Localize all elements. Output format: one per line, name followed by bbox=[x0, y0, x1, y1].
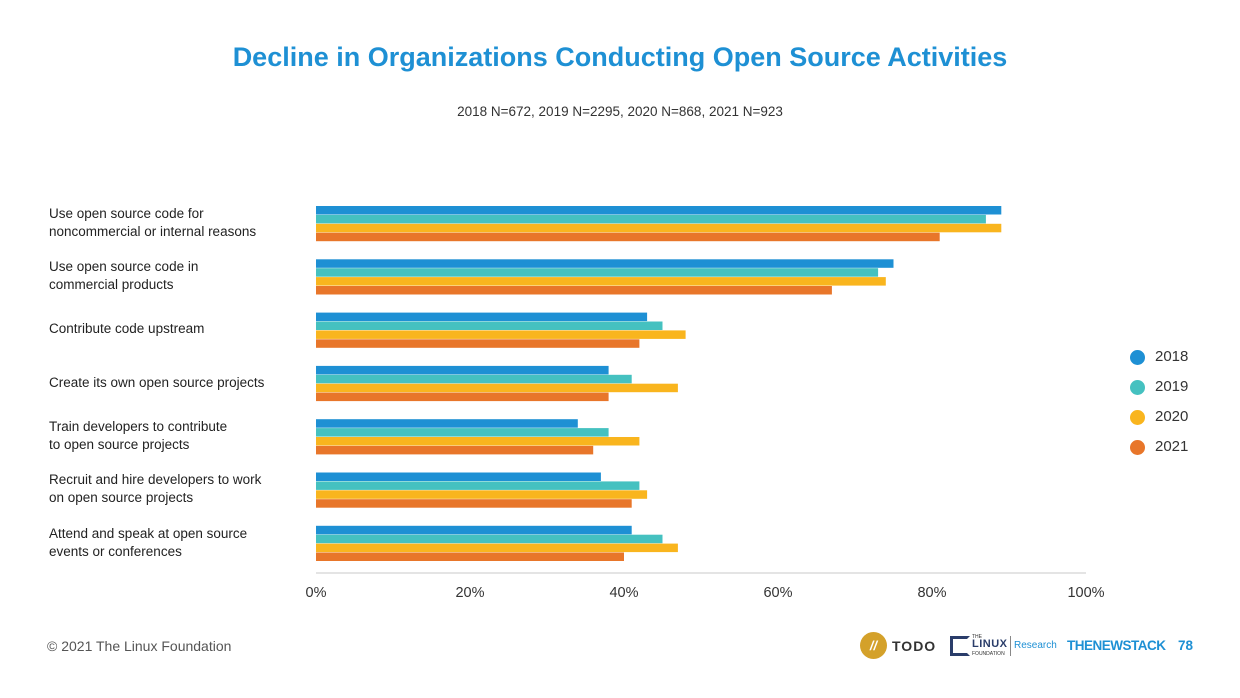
x-tick-label: 40% bbox=[609, 585, 638, 601]
bar-2020-0 bbox=[316, 223, 1002, 233]
bar-2021-4 bbox=[316, 445, 594, 455]
x-tick-label: 60% bbox=[763, 585, 792, 601]
legend-label: 2019 bbox=[1155, 378, 1189, 395]
category-label: Use open source code for noncommercial o… bbox=[49, 205, 257, 239]
bar-2019-5 bbox=[316, 481, 640, 490]
bar-2020-1 bbox=[316, 277, 886, 286]
bar-2018-4 bbox=[316, 419, 578, 428]
bar-2020-3 bbox=[316, 383, 678, 393]
bar-2021-6 bbox=[316, 552, 624, 561]
linux-foundation-logo-foundation: FOUNDATION bbox=[972, 651, 1005, 657]
category-label: Recruit and hire developers to work on o… bbox=[49, 472, 262, 506]
bar-2018-1 bbox=[316, 259, 894, 268]
bar-2020-2 bbox=[316, 330, 686, 339]
x-tick-label: 80% bbox=[917, 585, 946, 601]
legend-dot-icon bbox=[1130, 350, 1145, 365]
chart-title: Decline in Organizations Conducting Open… bbox=[232, 42, 1008, 72]
bar-2018-2 bbox=[316, 312, 648, 322]
linux-foundation-logo-linux: LINUX bbox=[972, 638, 1008, 650]
legend-label: 2020 bbox=[1155, 408, 1189, 425]
x-tick-label: 0% bbox=[306, 585, 327, 601]
bar-2021-2 bbox=[316, 339, 640, 348]
bar-2018-5 bbox=[316, 472, 601, 481]
category-label: Use open source code in commercial produ… bbox=[49, 259, 199, 293]
chart-subtitle: 2018 N=672, 2019 N=2295, 2020 N=868, 202… bbox=[457, 104, 783, 119]
category-label: Create its own open source projects bbox=[49, 374, 265, 390]
todo-logo-icon: // bbox=[860, 632, 887, 659]
copyright-text: © 2021 The Linux Foundation bbox=[47, 638, 232, 654]
legend-dot-icon bbox=[1130, 440, 1145, 455]
bar-2019-2 bbox=[316, 321, 663, 330]
legend-label: 2018 bbox=[1155, 348, 1189, 365]
bar-2020-5 bbox=[316, 490, 648, 499]
bar-2018-3 bbox=[316, 365, 609, 375]
category-label: Contribute code upstream bbox=[49, 321, 205, 337]
bar-2021-5 bbox=[316, 499, 632, 508]
bar-2021-0 bbox=[316, 232, 940, 242]
linux-foundation-logo-icon bbox=[950, 636, 970, 656]
category-label: Train developers to contribute to open s… bbox=[49, 419, 228, 452]
the-new-stack-logo: THENEWSTACK bbox=[1067, 638, 1166, 653]
bar-2020-4 bbox=[316, 437, 640, 446]
bar-2019-0 bbox=[316, 214, 986, 224]
linux-foundation-logo-the: THE bbox=[972, 634, 982, 640]
footer-logos: // TODO THE LINUX FOUNDATION Research TH… bbox=[855, 628, 1200, 664]
legend-dot-icon bbox=[1130, 380, 1145, 395]
x-tick-label: 20% bbox=[455, 585, 484, 601]
bar-2021-1 bbox=[316, 286, 832, 295]
bar-2019-3 bbox=[316, 374, 632, 384]
todo-logo-text: TODO bbox=[892, 638, 937, 654]
bar-2019-6 bbox=[316, 534, 663, 544]
bar-2019-4 bbox=[316, 428, 609, 437]
legend-label: 2021 bbox=[1155, 438, 1189, 455]
x-tick-label: 100% bbox=[1067, 585, 1104, 601]
legend-dot-icon bbox=[1130, 410, 1145, 425]
category-label: Attend and speak at open source events o… bbox=[49, 525, 248, 559]
bar-2019-1 bbox=[316, 268, 879, 277]
logo-separator bbox=[1010, 636, 1011, 656]
linux-foundation-research-text: Research bbox=[1014, 640, 1057, 651]
bar-2018-0 bbox=[316, 206, 1002, 215]
page-number: 78 bbox=[1178, 638, 1194, 653]
bar-2020-6 bbox=[316, 543, 678, 553]
bar-2021-3 bbox=[316, 392, 609, 402]
bar-2018-6 bbox=[316, 525, 632, 535]
